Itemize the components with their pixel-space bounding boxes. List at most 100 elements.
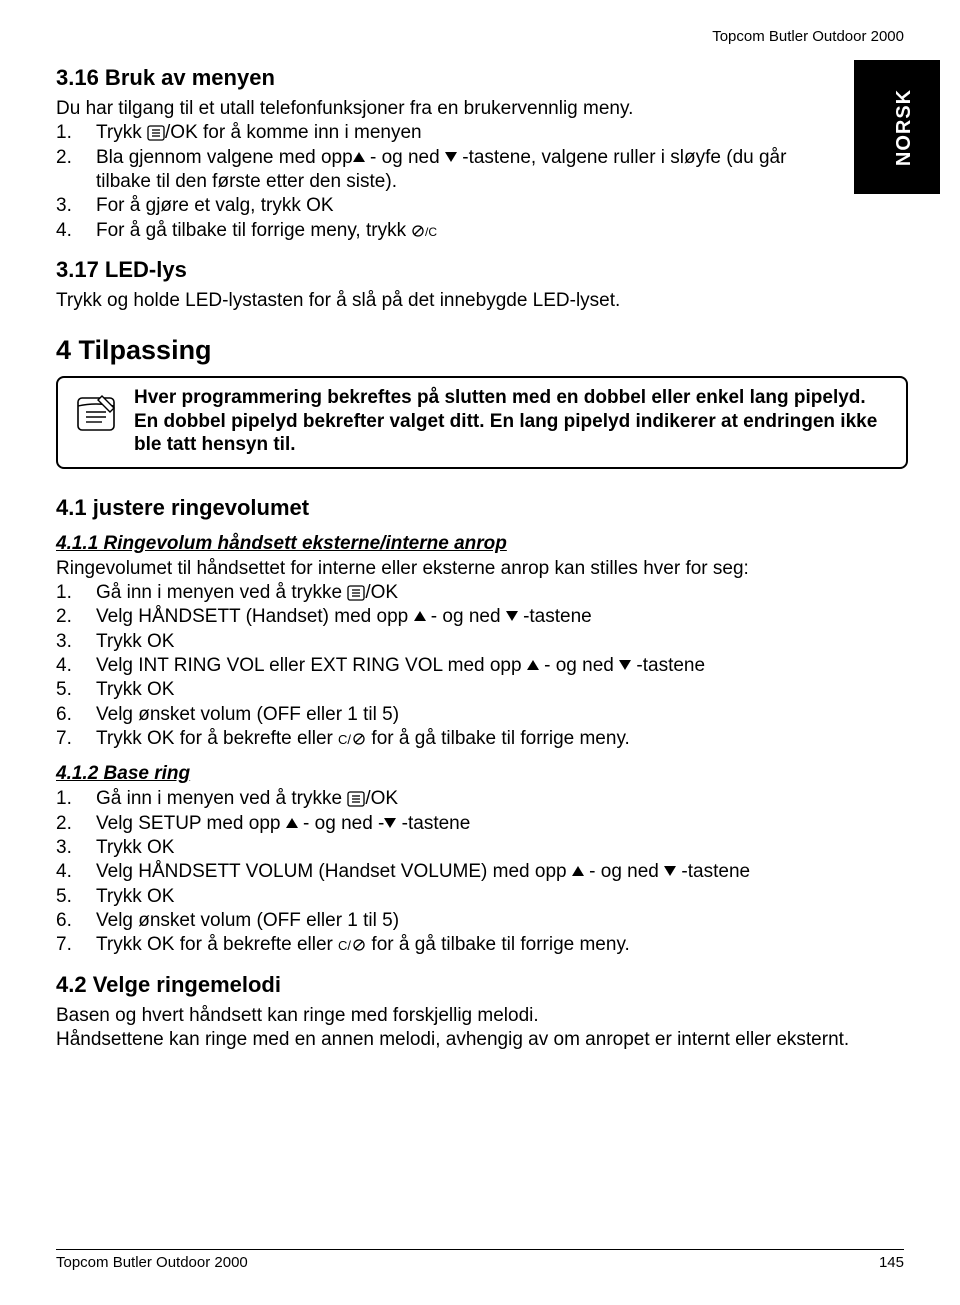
text: Trykk OK [96, 678, 904, 702]
list-item: 3.Trykk OK [56, 630, 904, 654]
up-arrow-icon [353, 152, 365, 162]
list-item: 1. Gå inn i menyen ved å trykke /OK [56, 787, 904, 811]
list-num: 1. [56, 787, 96, 811]
text: /OK for å komme inn i menyen [165, 122, 422, 143]
list-num: 7. [56, 727, 96, 751]
text: Velg INT RING VOL eller EXT RING VOL med… [96, 655, 527, 676]
list-num: 1. [56, 121, 96, 145]
down-arrow-icon [445, 152, 457, 162]
down-arrow-icon [384, 818, 396, 828]
menu-ok-icon [147, 125, 165, 141]
note-icon [72, 390, 120, 441]
text: Velg SETUP med opp [96, 813, 286, 834]
text: Trykk OK for å bekrefte eller [96, 934, 338, 955]
mute-c-icon: /C [411, 223, 437, 239]
language-tab: NORSK [854, 60, 940, 194]
p1-4-2: Basen og hvert håndsett kan ringe med fo… [56, 1004, 904, 1028]
text: - og ned [365, 147, 445, 168]
page-header-product: Topcom Butler Outdoor 2000 [56, 28, 904, 45]
text: Gå inn i menyen ved å trykke [96, 582, 347, 603]
text: For å gjøre et valg, trykk OK [96, 194, 796, 218]
list-item: 2. Bla gjennom valgene med opp - og ned … [56, 146, 796, 195]
up-arrow-icon [286, 818, 298, 828]
body-3-17: Trykk og holde LED-lystasten for å slå p… [56, 289, 904, 313]
list-item: 7. Trykk OK for å bekrefte eller C/ for … [56, 933, 904, 957]
info-box: Hver programmering bekreftes på slutten … [56, 376, 908, 469]
list-item: 3.Trykk OK [56, 836, 904, 860]
heading-3-17: 3.17 LED-lys [56, 257, 904, 283]
text: - og ned [539, 655, 619, 676]
heading-4-2: 4.2 Velge ringemelodi [56, 972, 904, 998]
page-footer: Topcom Butler Outdoor 2000 145 [56, 1249, 904, 1271]
text: -tastene [631, 655, 705, 676]
list-num: 2. [56, 605, 96, 629]
list-num: 7. [56, 933, 96, 957]
p2-4-2: Håndsettene kan ringe med en annen melod… [56, 1028, 904, 1052]
list-num: 2. [56, 146, 96, 195]
list-num: 5. [56, 678, 96, 702]
list-item: 4. For å gå tilbake til forrige meny, tr… [56, 219, 796, 243]
up-arrow-icon [572, 866, 584, 876]
text: Velg ønsket volum (OFF eller 1 til 5) [96, 909, 904, 933]
text: Gå inn i menyen ved å trykke [96, 788, 347, 809]
list-item: 1. Trykk /OK for å komme inn i menyen [56, 121, 796, 145]
list-num: 3. [56, 194, 96, 218]
menu-ok-icon [347, 791, 365, 807]
list-num: 4. [56, 860, 96, 884]
list-item: 1. Gå inn i menyen ved å trykke /OK [56, 581, 904, 605]
list-num: 2. [56, 812, 96, 836]
c-mute-icon: C/ [338, 937, 366, 953]
list-num: 4. [56, 219, 96, 243]
list-item: 6.Velg ønsket volum (OFF eller 1 til 5) [56, 703, 904, 727]
text: -tastene [676, 861, 750, 882]
language-tab-label: NORSK [893, 89, 916, 166]
text: /OK [365, 582, 398, 603]
text: for å gå tilbake til forrige meny. [366, 728, 630, 749]
text: - og ned [584, 861, 664, 882]
text: Trykk [96, 122, 147, 143]
list-num: 1. [56, 581, 96, 605]
text: Velg ønsket volum (OFF eller 1 til 5) [96, 703, 904, 727]
list-num: 6. [56, 703, 96, 727]
list-num: 6. [56, 909, 96, 933]
text: -tastene [518, 606, 592, 627]
text: Velg HÅNDSETT (Handset) med opp [96, 606, 414, 627]
svg-text:C/: C/ [338, 732, 351, 747]
list-item: 5.Trykk OK [56, 678, 904, 702]
up-arrow-icon [527, 660, 539, 670]
text: Bla gjennom valgene med opp [96, 147, 353, 168]
list-item: 2. Velg SETUP med opp - og ned - -tasten… [56, 812, 904, 836]
heading-4: 4 Tilpassing [56, 335, 904, 366]
text: Trykk OK [96, 630, 904, 654]
info-text: Hver programmering bekreftes på slutten … [134, 386, 892, 457]
footer-right: 145 [879, 1254, 904, 1271]
list-item: 7. Trykk OK for å bekrefte eller C/ for … [56, 727, 904, 751]
list-item: 4. Velg INT RING VOL eller EXT RING VOL … [56, 654, 904, 678]
text: - og ned - [298, 813, 385, 834]
list-item: 5.Trykk OK [56, 885, 904, 909]
footer-left: Topcom Butler Outdoor 2000 [56, 1254, 248, 1271]
list-item: 4. Velg HÅNDSETT VOLUM (Handset VOLUME) … [56, 860, 904, 884]
text: /OK [365, 788, 398, 809]
list-num: 3. [56, 836, 96, 860]
down-arrow-icon [506, 611, 518, 621]
text: -tastene [396, 813, 470, 834]
heading-4-1: 4.1 justere ringevolumet [56, 495, 904, 521]
c-mute-icon: C/ [338, 731, 366, 747]
list-num: 3. [56, 630, 96, 654]
list-item: 6.Velg ønsket volum (OFF eller 1 til 5) [56, 909, 904, 933]
svg-text:C/: C/ [338, 938, 351, 953]
heading-4-1-1: 4.1.1 Ringevolum håndsett eksterne/inter… [56, 533, 904, 555]
text: Velg HÅNDSETT VOLUM (Handset VOLUME) med… [96, 861, 572, 882]
list-num: 5. [56, 885, 96, 909]
list-num: 4. [56, 654, 96, 678]
text: For å gå tilbake til forrige meny, trykk [96, 220, 411, 241]
heading-3-16: 3.16 Bruk av menyen [56, 65, 904, 91]
text: - og ned [426, 606, 506, 627]
list-item: 2. Velg HÅNDSETT (Handset) med opp - og … [56, 605, 904, 629]
up-arrow-icon [414, 611, 426, 621]
text: Trykk OK [96, 885, 904, 909]
menu-ok-icon [347, 585, 365, 601]
down-arrow-icon [664, 866, 676, 876]
svg-text:/C: /C [425, 225, 437, 239]
